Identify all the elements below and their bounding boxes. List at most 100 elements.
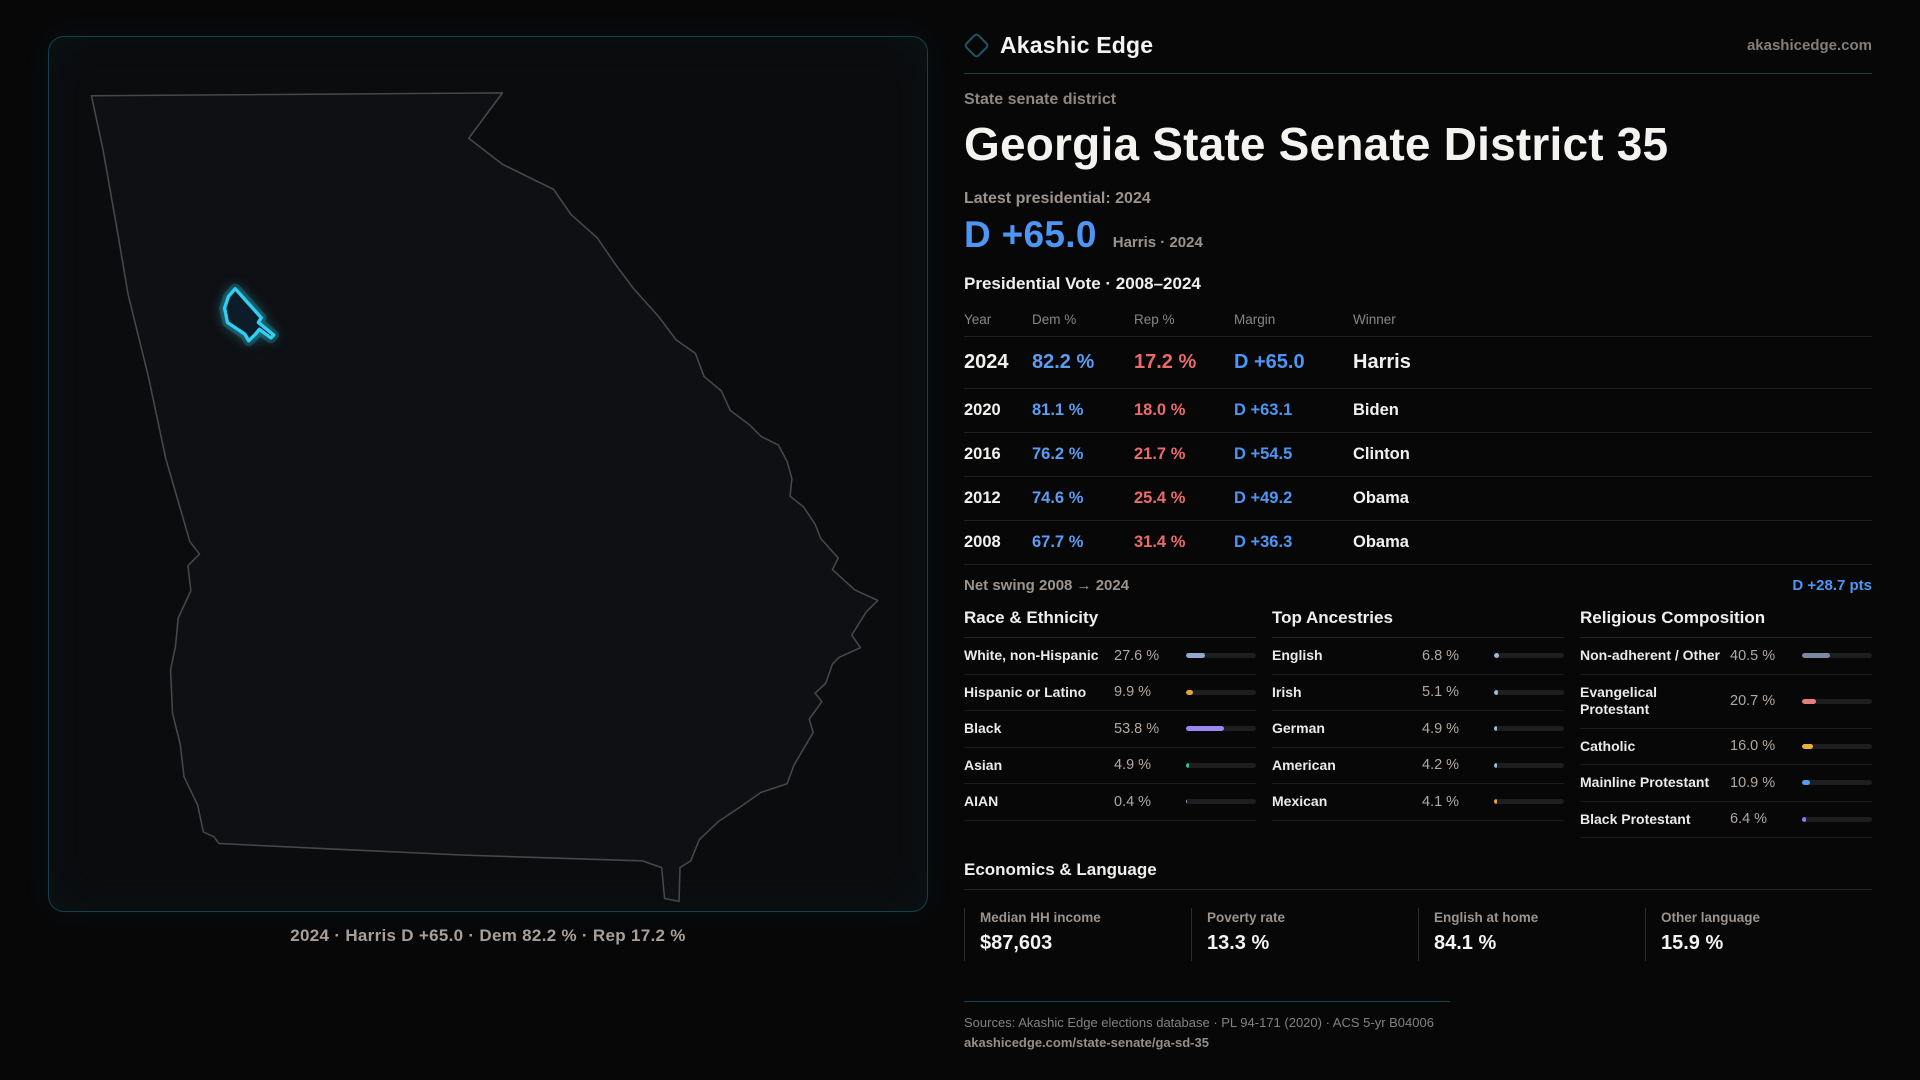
demographic-row: Evangelical Protestant 20.7 % (1580, 675, 1872, 729)
demographic-label: Catholic (1580, 737, 1636, 754)
demographic-row: Catholic 16.0 % (1580, 729, 1872, 765)
demographic-label: American (1272, 756, 1336, 773)
sources-text: Sources: Akashic Edge elections database… (964, 1015, 1434, 1030)
demographic-bar-track (1802, 816, 1872, 822)
cell-dem-pct: 76.2 % (1032, 445, 1084, 463)
table-row: 2024 82.2 % 17.2 % D +65.0 Harris (964, 337, 1872, 389)
cell-rep-pct: 31.4 % (1134, 533, 1186, 551)
cell-winner: Obama (1353, 533, 1409, 551)
cell-winner: Harris (1353, 351, 1411, 373)
cell-dem-pct: 74.6 % (1032, 489, 1084, 507)
demographic-bar-track (1802, 780, 1872, 786)
demographic-row: AIAN 0.4 % (964, 784, 1256, 821)
demographic-bar-fill (1494, 726, 1498, 732)
demographic-label: Non-adherent / Other (1580, 647, 1721, 663)
demographic-row: Mainline Protestant 10.9 % (1580, 765, 1872, 802)
brand-domain: akashicedge.com (1746, 37, 1872, 54)
cell-margin: D +54.5 (1234, 445, 1293, 463)
page-title: Georgia State Senate District 35 (964, 118, 1669, 170)
economic-stat-label: English at home (1434, 910, 1539, 925)
demographic-bar-track (1494, 653, 1564, 659)
economics-stats-grid: Median HH income $87,603 Poverty rate 13.3 … (964, 908, 1872, 961)
cell-winner: Biden (1353, 401, 1399, 419)
column-header: Dem % (1032, 312, 1077, 327)
cell-margin: D +65.0 (1234, 351, 1305, 373)
cell-rep-pct: 17.2 % (1134, 351, 1197, 373)
demographic-label: Hispanic or Latino (964, 683, 1087, 700)
demographic-bar-fill (1494, 689, 1498, 695)
headline-label: Latest presidential: 2024 (964, 190, 1151, 207)
demographic-value: 0.4 % (1114, 793, 1152, 810)
demographic-row: Asian 4.9 % (964, 748, 1256, 784)
cell-margin: D +36.3 (1234, 533, 1293, 551)
vote-table-body: 2024 82.2 % 17.2 % D +65.0 Harris 2020 81.1 % 1… (964, 337, 1872, 565)
demographic-value: 20.7 % (1730, 693, 1776, 709)
demographics-column-title: Religious Composition (1580, 608, 1872, 638)
economic-stat-label: Other language (1661, 910, 1761, 925)
demographic-bar-track (1186, 653, 1256, 659)
headline-sub: Harris · 2024 (1112, 234, 1203, 251)
demographic-value: 27.6 % (1114, 647, 1160, 664)
demographic-label: German (1272, 720, 1325, 736)
table-row: 2008 67.7 % 31.4 % D +36.3 Obama (964, 521, 1872, 565)
demographics-grid: Race & Ethnicity White, non-Hispanic 27.6 … (964, 608, 1872, 838)
demographic-bar-track (1494, 762, 1564, 768)
table-row: 2020 81.1 % 18.0 % D +63.1 Biden (964, 389, 1872, 433)
cell-year: 2024 (964, 351, 1009, 373)
demographics-column: Race & Ethnicity White, non-Hispanic 27.6 … (964, 608, 1256, 838)
demographic-row: Black Protestant 6.4 % (1580, 802, 1872, 838)
demographic-bar-track (1802, 698, 1872, 704)
column-header: Margin (1234, 312, 1276, 327)
demographic-bar-track (1186, 726, 1256, 732)
demographic-label: Asian (964, 756, 1003, 773)
demographic-bar-fill (1186, 726, 1224, 732)
headline-row: D +65.0 Harris · 2024 (964, 214, 1872, 256)
economic-stat-value: 84.1 % (1434, 932, 1497, 954)
cell-dem-pct: 81.1 % (1032, 401, 1084, 419)
economics-title: Economics & Language (964, 860, 1872, 890)
demographic-bar-fill (1494, 799, 1497, 805)
economic-stat: Median HH income $87,603 (964, 908, 1191, 961)
demographic-bar-track (1186, 799, 1256, 805)
table-row: 2012 74.6 % 25.4 % D +49.2 Obama (964, 477, 1872, 521)
demographic-value: 5.1 % (1422, 684, 1460, 701)
cell-year: 2016 (964, 445, 1001, 463)
cell-year: 2008 (964, 533, 1001, 551)
demographic-row: White, non-Hispanic 27.6 % (964, 638, 1256, 675)
georgia-map (90, 92, 879, 903)
demographic-value: 4.9 % (1422, 720, 1460, 737)
cell-rep-pct: 18.0 % (1134, 401, 1186, 419)
district-highlight (222, 287, 276, 343)
demographic-row: Non-adherent / Other 40.5 % (1580, 638, 1872, 675)
demographic-bar-fill (1186, 689, 1193, 695)
economic-stat-label: Poverty rate (1207, 910, 1286, 925)
net-swing-row: Net swing 2008 → 2024 D +28.7 pts (964, 565, 1872, 604)
demographics-column: Top Ancestries English 6.8 % Irish 5.1 % Germ… (1272, 608, 1564, 838)
demographic-value: 6.8 % (1422, 647, 1460, 664)
demographic-value: 9.9 % (1114, 684, 1152, 701)
column-header: Rep % (1134, 312, 1175, 327)
district-map-panel (48, 36, 928, 912)
demographic-row: American 4.2 % (1272, 748, 1564, 784)
headline-margin-value: D +65.0 (964, 214, 1097, 255)
demographic-bar-fill (1802, 653, 1831, 659)
demographic-bar-fill (1802, 816, 1807, 822)
demographic-row: Black 53.8 % (964, 711, 1256, 748)
demographics-column: Religious Composition Non-adherent / Othe… (1580, 608, 1872, 838)
demographic-label: English (1272, 647, 1323, 663)
demographic-value: 40.5 % (1730, 647, 1776, 664)
economic-stat-value: $87,603 (980, 932, 1053, 954)
economic-stat-value: 15.9 % (1661, 932, 1724, 954)
cell-rep-pct: 21.7 % (1134, 445, 1186, 463)
economic-stat-value: 13.3 % (1207, 932, 1270, 954)
demographic-label: Black Protestant (1580, 810, 1691, 827)
diamond-logo-icon (963, 32, 990, 59)
cell-year: 2020 (964, 401, 1001, 419)
cell-winner: Clinton (1353, 445, 1410, 463)
economic-stat: Other language 15.9 % (1645, 908, 1872, 961)
table-row: 2016 76.2 % 21.7 % D +54.5 Clinton (964, 433, 1872, 477)
demographic-row: German 4.9 % (1272, 711, 1564, 748)
cell-margin: D +49.2 (1234, 489, 1293, 507)
demographic-bar-track (1186, 689, 1256, 695)
demographic-value: 4.1 % (1422, 793, 1460, 810)
